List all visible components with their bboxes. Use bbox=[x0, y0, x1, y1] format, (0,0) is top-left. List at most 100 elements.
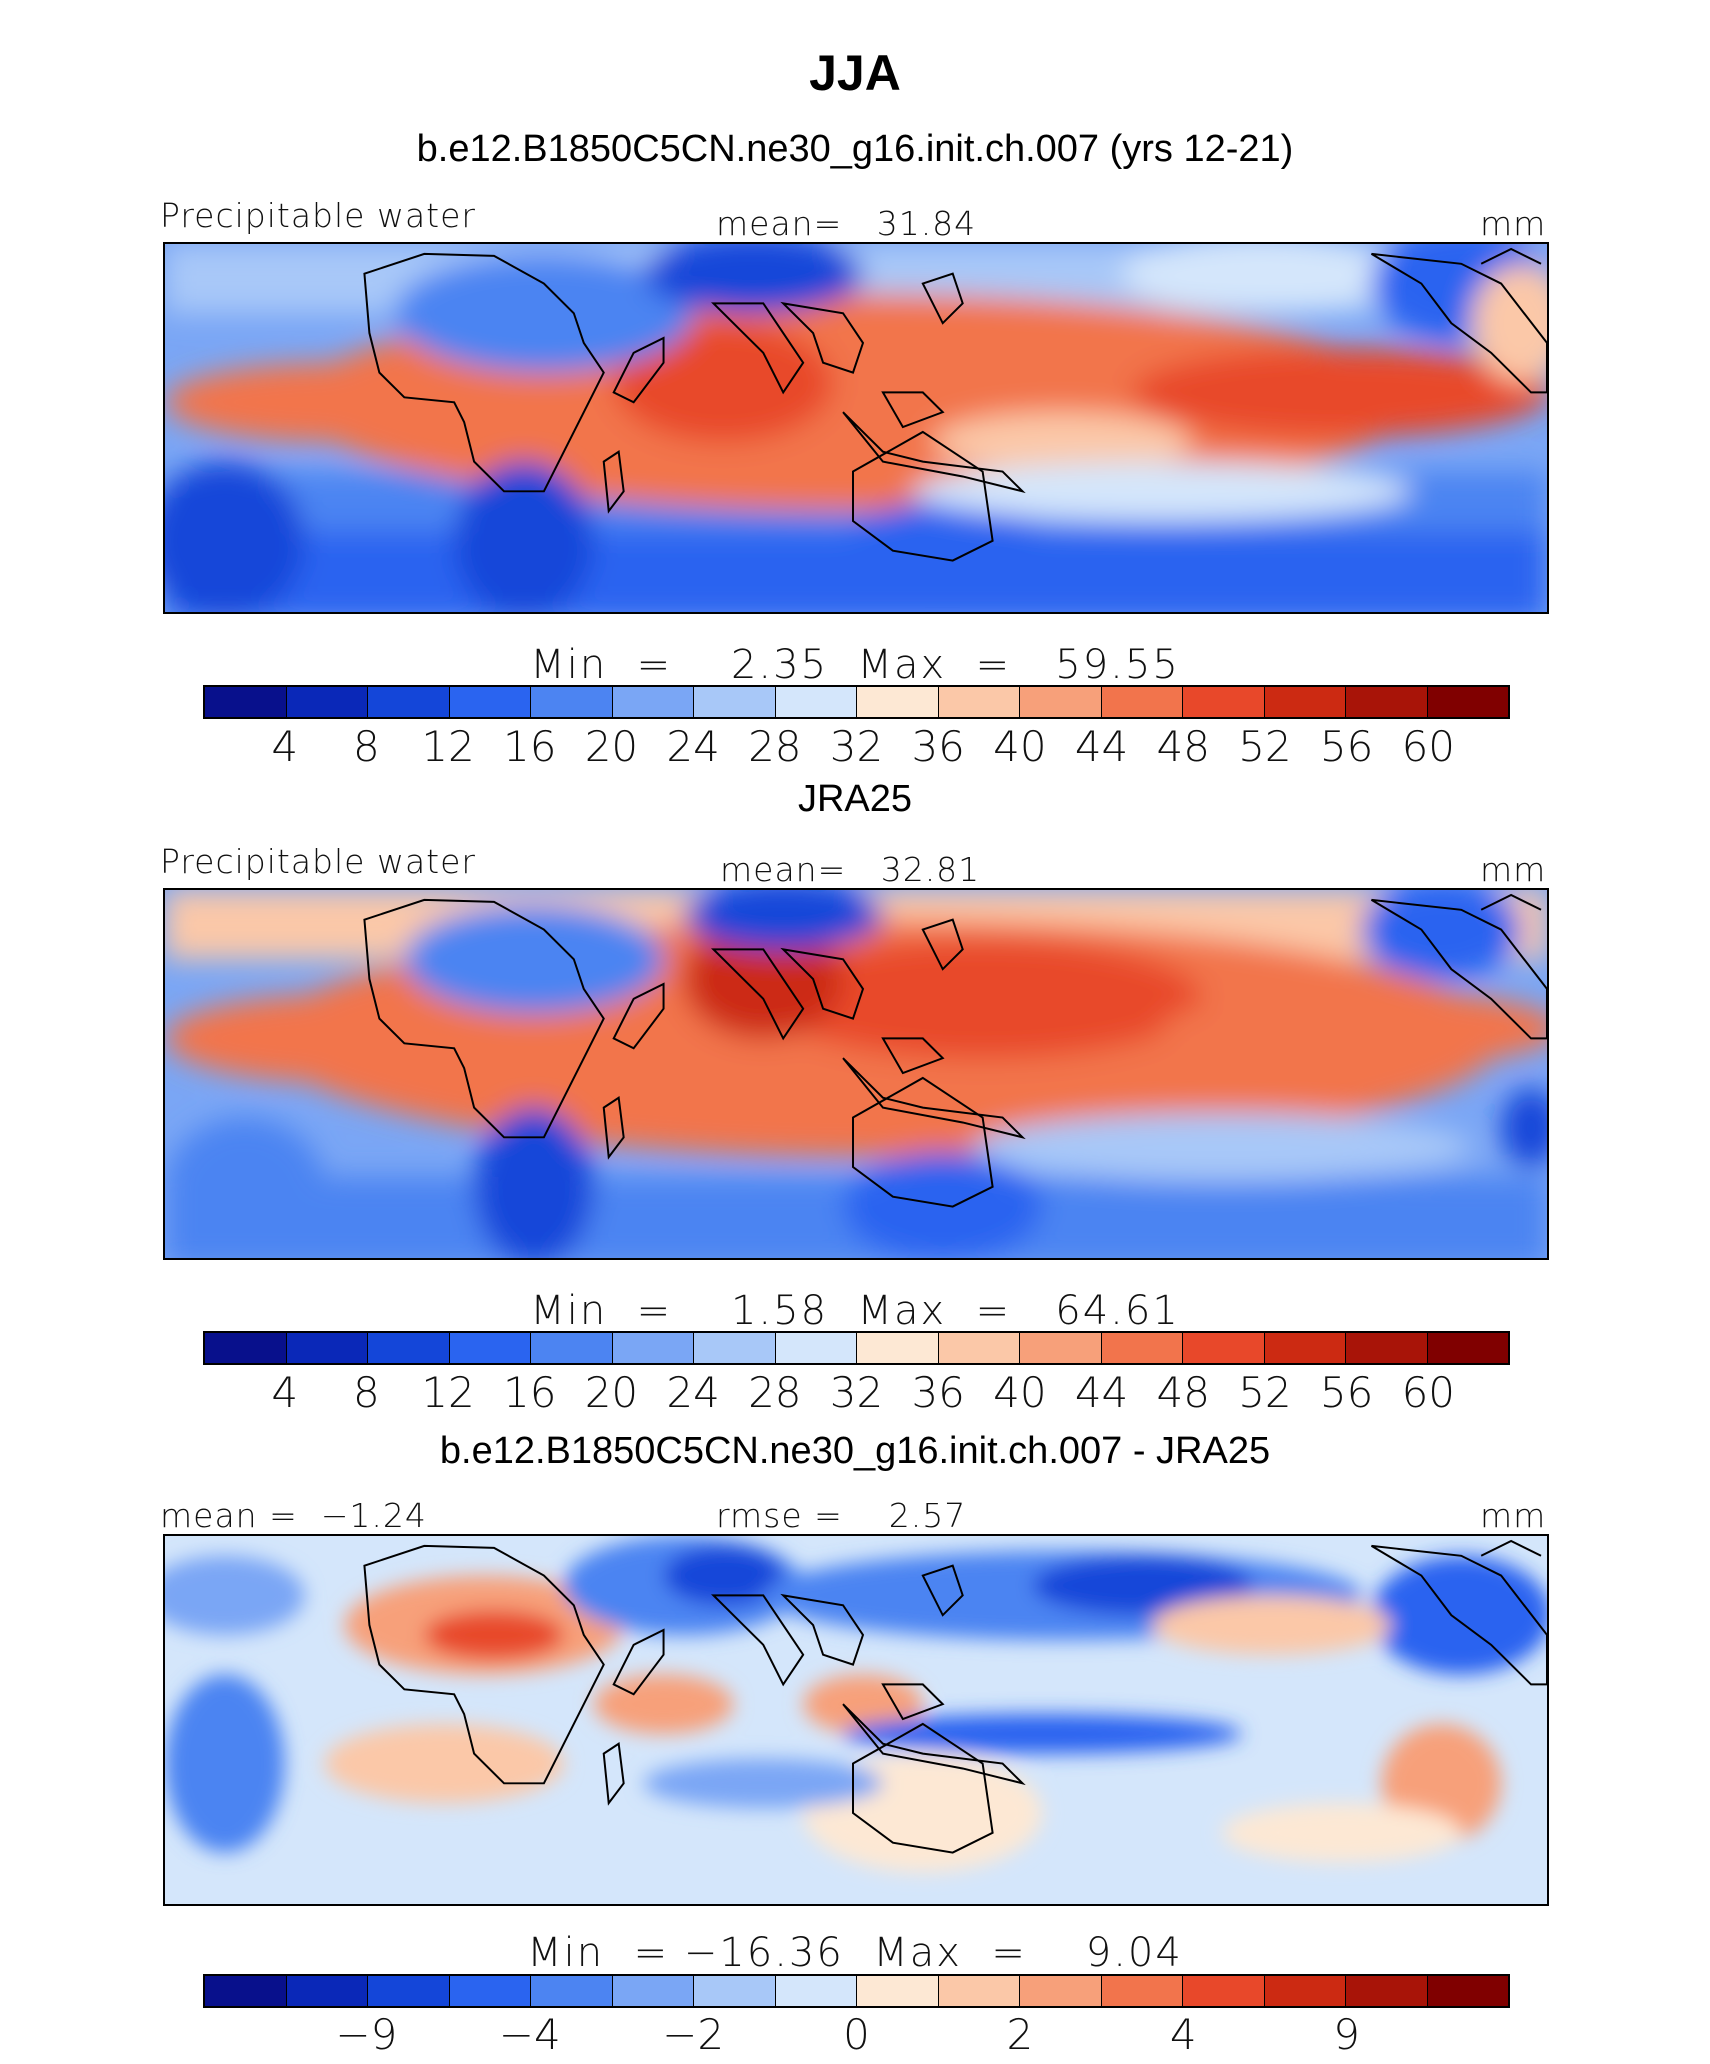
panel2-colorbar-ticks: 4 8 12 16 20 24 28 32 36 40 44 48 52 56 60 bbox=[203, 1368, 1510, 1417]
colorbar-swatch bbox=[1264, 1976, 1346, 2006]
colorbar-swatch bbox=[612, 1976, 694, 2006]
colorbar-swatch bbox=[1346, 1976, 1428, 2006]
panel1-left-label: Precipitable water bbox=[160, 196, 476, 235]
colorbar-swatch bbox=[1264, 1333, 1346, 1363]
colorbar-swatch bbox=[938, 1333, 1020, 1363]
panel2-center-label: mean= 32.81 bbox=[720, 850, 981, 889]
panel1-min-label: Min = 2.35 bbox=[530, 642, 829, 688]
colorbar-swatch bbox=[612, 687, 694, 717]
colorbar-tick-label: 60 bbox=[1401, 722, 1456, 771]
colorbar-swatch bbox=[1183, 687, 1265, 717]
colorbar-swatch bbox=[1183, 1976, 1265, 2006]
colorbar-tick-label: −2 bbox=[662, 2010, 725, 2059]
colorbar-tick-label: 40 bbox=[993, 1368, 1047, 1417]
colorbar-tick-label: 44 bbox=[1074, 1368, 1129, 1417]
panel1-max-label: Max = 59.55 bbox=[857, 642, 1180, 688]
colorbar-swatch bbox=[368, 687, 450, 717]
colorbar-tick-label: 36 bbox=[911, 722, 965, 771]
panel1-colorbar-ticks: 4 8 12 16 20 24 28 32 36 40 44 48 52 56 60 bbox=[203, 722, 1510, 771]
panel2-left-label: Precipitable water bbox=[160, 842, 476, 881]
panel3-max-label: Max = 9.04 bbox=[873, 1930, 1183, 1976]
figure-title: JJA bbox=[809, 45, 901, 101]
colorbar-tick-label: 4 bbox=[271, 722, 299, 771]
colorbar-tick-label: 48 bbox=[1156, 1368, 1210, 1417]
colorbar-swatch bbox=[368, 1976, 450, 2006]
colorbar-tick-label: 32 bbox=[829, 1368, 884, 1417]
colorbar-swatch bbox=[531, 1976, 613, 2006]
colorbar-tick-label: 56 bbox=[1319, 722, 1374, 771]
colorbar-tick-label: 9 bbox=[1333, 2010, 1360, 2059]
colorbar-swatch bbox=[449, 1333, 531, 1363]
colorbar-tick-label: 32 bbox=[829, 722, 884, 771]
colorbar-tick-label: 12 bbox=[421, 1368, 475, 1417]
colorbar-tick-label: 24 bbox=[666, 722, 720, 771]
colorbar-tick-label: 8 bbox=[353, 722, 380, 771]
panel2-min-label: Min = 1.58 bbox=[530, 1288, 829, 1334]
colorbar-swatch bbox=[531, 687, 613, 717]
colorbar-tick-label: 4 bbox=[1169, 2010, 1197, 2059]
panel3-minmax: Min = −16.36 Max = 9.04 bbox=[0, 1930, 1710, 1976]
panel2-right-label: mm bbox=[1480, 850, 1547, 889]
panel2-map bbox=[163, 888, 1549, 1260]
colorbar-swatch bbox=[938, 687, 1020, 717]
colorbar-tick-label: 16 bbox=[503, 1368, 557, 1417]
colorbar-tick-label: 20 bbox=[584, 722, 639, 771]
colorbar-swatch bbox=[1427, 1333, 1508, 1363]
colorbar-swatch bbox=[1183, 1333, 1265, 1363]
panel1-heading: b.e12.B1850C5CN.ne30_g16.init.ch.007 (yr… bbox=[416, 128, 1294, 170]
colorbar-tick-label: 36 bbox=[911, 1368, 965, 1417]
colorbar-swatch bbox=[694, 1976, 776, 2006]
colorbar-swatch bbox=[1101, 1333, 1183, 1363]
colorbar-swatch bbox=[612, 1333, 694, 1363]
colorbar-tick-label: 8 bbox=[353, 1368, 380, 1417]
colorbar-tick-label: 4 bbox=[271, 1368, 299, 1417]
colorbar-tick-label: −9 bbox=[335, 2010, 398, 2059]
panel1-minmax: Min = 2.35 Max = 59.55 bbox=[0, 642, 1710, 688]
colorbar-tick-label: 52 bbox=[1238, 722, 1292, 771]
colorbar-swatch bbox=[1020, 1976, 1102, 2006]
colorbar-swatch bbox=[1346, 687, 1428, 717]
colorbar-tick-label: 2 bbox=[1006, 2010, 1034, 2059]
colorbar-swatch bbox=[1264, 687, 1346, 717]
colorbar-tick-label: 24 bbox=[666, 1368, 720, 1417]
panel1-map bbox=[163, 242, 1549, 614]
panel3-center-label: rmse = 2.57 bbox=[716, 1496, 967, 1535]
colorbar-tick-label: 52 bbox=[1238, 1368, 1292, 1417]
colorbar-swatch bbox=[286, 687, 368, 717]
colorbar-swatch bbox=[694, 687, 776, 717]
colorbar-tick-label: 48 bbox=[1156, 722, 1210, 771]
panel1-colorbar bbox=[203, 685, 1510, 719]
colorbar-swatch bbox=[1427, 687, 1508, 717]
colorbar-tick-label: 56 bbox=[1319, 1368, 1374, 1417]
colorbar-swatch bbox=[531, 1333, 613, 1363]
colorbar-tick-label: 12 bbox=[421, 722, 475, 771]
colorbar-tick-label: −4 bbox=[498, 2010, 561, 2059]
colorbar-tick-label: 28 bbox=[748, 722, 802, 771]
colorbar-swatch bbox=[694, 1333, 776, 1363]
colorbar-swatch bbox=[775, 1333, 857, 1363]
colorbar-swatch bbox=[205, 687, 287, 717]
colorbar-swatch bbox=[857, 687, 939, 717]
colorbar-swatch bbox=[286, 1976, 368, 2006]
panel2-minmax: Min = 1.58 Max = 64.61 bbox=[0, 1288, 1710, 1334]
colorbar-swatch bbox=[286, 1333, 368, 1363]
colorbar-swatch bbox=[205, 1333, 287, 1363]
panel3-right-label: mm bbox=[1480, 1496, 1547, 1535]
panel2-max-label: Max = 64.61 bbox=[857, 1288, 1180, 1334]
panel2-heading: JRA25 bbox=[797, 778, 913, 820]
colorbar-swatch bbox=[1101, 687, 1183, 717]
panel3-left-label: mean = −1.24 bbox=[160, 1496, 427, 1535]
colorbar-swatch bbox=[1346, 1333, 1428, 1363]
colorbar-swatch bbox=[449, 687, 531, 717]
colorbar-swatch bbox=[857, 1976, 939, 2006]
panel1-center-label: mean= 31.84 bbox=[716, 204, 977, 243]
colorbar-swatch bbox=[205, 1976, 287, 2006]
panel2-colorbar bbox=[203, 1331, 1510, 1365]
colorbar-swatch bbox=[857, 1333, 939, 1363]
panel1-right-label: mm bbox=[1480, 204, 1547, 243]
colorbar-swatch bbox=[1020, 687, 1102, 717]
colorbar-swatch bbox=[775, 1976, 857, 2006]
colorbar-tick-label: 16 bbox=[503, 722, 557, 771]
colorbar-swatch bbox=[1101, 1976, 1183, 2006]
colorbar-tick-label: 28 bbox=[748, 1368, 802, 1417]
